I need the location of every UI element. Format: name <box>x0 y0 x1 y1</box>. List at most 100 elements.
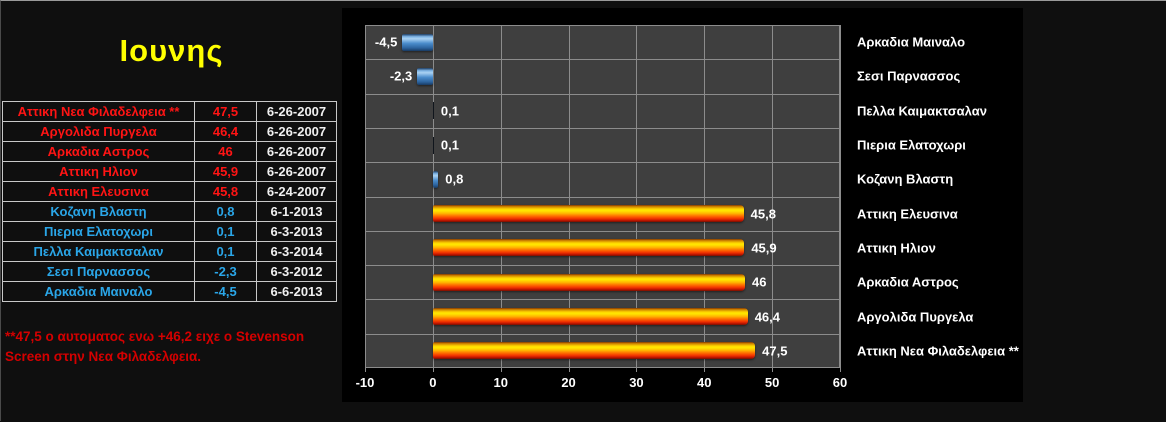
bar <box>417 67 433 85</box>
bar-value-label: 0,1 <box>440 137 459 153</box>
table-row: Πιερια Ελατοχωρι 0,1 6-3-2013 <box>2 221 337 242</box>
record-value-cell: 46 <box>194 141 257 162</box>
axis-tick <box>500 368 502 372</box>
gridline-horizontal <box>365 333 840 335</box>
station-name-cell: Αττικη Ηλιον <box>2 161 195 182</box>
bar-chart: -10 0 10 20 30 40 50 60 -4,5 Αρκαδια Μαιναλο -2,3 Σ… <box>342 8 1023 402</box>
footnote: **47,5 ο αυτοματος ενω +46,2 ειχε ο Stev… <box>5 327 338 367</box>
gridline-horizontal <box>365 265 840 267</box>
bar-value-label: 45,9 <box>751 240 777 256</box>
category-label: Αργολιδα Πυργελα <box>857 309 974 325</box>
category-label: Σεσι Παρνασσος <box>857 68 961 84</box>
record-date-cell: 6-24-2007 <box>256 181 337 202</box>
gridline-horizontal <box>365 196 840 198</box>
bar-value-label: 0,8 <box>445 171 464 187</box>
footnote-line-1: **47,5 ο αυτοματος ενω +46,2 ειχε ο Stev… <box>5 329 305 344</box>
records-panel: Ιουνης Αττικη Νεα Φιλαδελφεια ** 47,5 6-26… <box>1 1 342 422</box>
bar <box>432 308 748 326</box>
axis-tick <box>365 368 366 372</box>
bar-value-label: 46 <box>752 274 767 290</box>
axis-tick <box>636 368 638 372</box>
bar-value-label: 45,8 <box>750 206 776 222</box>
station-name-cell: Αττικη Ελευσινα <box>2 181 195 202</box>
station-name-cell: Αττικη Νεα Φιλαδελφεια ** <box>2 101 195 122</box>
gridline-horizontal <box>365 162 840 164</box>
record-date-cell: 6-3-2013 <box>256 221 337 242</box>
x-tick-label: 50 <box>764 375 780 390</box>
table-row: Αρκαδια Αστρος 46 6-26-2007 <box>2 141 337 162</box>
bar <box>432 170 439 188</box>
x-tick-label: 20 <box>561 375 576 390</box>
bar <box>432 273 745 291</box>
gridline-horizontal <box>365 299 840 301</box>
bar <box>432 342 756 360</box>
axis-tick <box>840 368 841 372</box>
record-value-cell: 45,9 <box>194 161 257 182</box>
record-date-cell: 6-26-2007 <box>256 141 337 162</box>
x-tick-label: 40 <box>697 375 712 390</box>
category-label: Πιερια Ελατοχωρι <box>857 137 966 153</box>
category-label: Αρκαδια Αστρος <box>857 274 959 290</box>
station-name-cell: Πελλα Καιμακτσαλαν <box>2 241 195 262</box>
x-tick-label: 60 <box>832 375 848 390</box>
x-tick-label: -10 <box>355 375 375 390</box>
record-value-cell: -4,5 <box>194 281 257 302</box>
station-name-cell: Αρκαδια Μαιναλο <box>2 281 195 302</box>
bar <box>432 136 435 154</box>
station-name-cell: Αργολιδα Πυργελα <box>2 121 195 142</box>
category-label: Αττικη Ελευσινα <box>857 206 958 222</box>
axis-tick <box>568 368 570 372</box>
bar-value-label: 47,5 <box>762 343 788 359</box>
record-date-cell: 6-3-2014 <box>256 241 337 262</box>
x-tick-label: 0 <box>429 375 437 390</box>
table-row: Κοζανη Βλαστη 0,8 6-1-2013 <box>2 201 337 222</box>
bar-value-label: -4,5 <box>374 34 398 50</box>
bar-value-label: -2,3 <box>389 68 413 84</box>
table-row: Αττικη Ηλιον 45,9 6-26-2007 <box>2 161 337 182</box>
category-label: Κοζανη Βλαστη <box>857 171 954 187</box>
record-date-cell: 6-6-2013 <box>256 281 337 302</box>
bar <box>432 205 744 223</box>
table-row: Αττικη Νεα Φιλαδελφεια ** 47,5 6-26-2007 <box>2 101 337 122</box>
table-row: Αργολιδα Πυργελα 46,4 6-26-2007 <box>2 121 337 142</box>
gridline-horizontal <box>365 127 840 129</box>
bar-value-label: 46,4 <box>754 309 781 325</box>
category-label: Αρκαδια Μαιναλο <box>857 34 966 50</box>
bar <box>432 102 435 120</box>
x-tick-label: 30 <box>629 375 644 390</box>
axis-tick <box>432 368 434 372</box>
record-value-cell: 45,8 <box>194 181 257 202</box>
category-label: Αττικη Ηλιον <box>857 240 936 256</box>
station-name-cell: Κοζανη Βλαστη <box>2 201 195 222</box>
gridline-horizontal <box>365 59 840 61</box>
record-date-cell: 6-26-2007 <box>256 101 337 122</box>
axis-tick <box>772 368 774 372</box>
category-label: Αττικη Νεα Φιλαδελφεια ** <box>857 343 1019 359</box>
table-row: Σεσι Παρνασσος -2,3 6-3-2012 <box>2 261 337 282</box>
record-value-cell: 0,8 <box>194 201 257 222</box>
record-date-cell: 6-3-2012 <box>256 261 337 282</box>
records-table: Αττικη Νεα Φιλαδελφεια ** 47,5 6-26-2007 Αρ… <box>2 101 337 302</box>
record-value-cell: 0,1 <box>194 241 257 262</box>
bar <box>432 239 745 257</box>
footnote-line-2: Screen στην Νεα Φιλαδελφεια. <box>5 349 202 364</box>
record-value-cell: 47,5 <box>194 101 257 122</box>
station-name-cell: Σεσι Παρνασσος <box>2 261 195 282</box>
records-table-body: Αττικη Νεα Φιλαδελφεια ** 47,5 6-26-2007 Αρ… <box>2 101 337 302</box>
record-value-cell: -2,3 <box>194 261 257 282</box>
station-name-cell: Πιερια Ελατοχωρι <box>2 221 195 242</box>
record-date-cell: 6-26-2007 <box>256 121 337 142</box>
bar <box>402 33 433 51</box>
record-date-cell: 6-1-2013 <box>256 201 337 222</box>
gridline-horizontal <box>365 230 840 232</box>
record-value-cell: 46,4 <box>194 121 257 142</box>
table-row: Αττικη Ελευσινα 45,8 6-24-2007 <box>2 181 337 202</box>
category-label: Πελλα Καιμακτσαλαν <box>857 103 987 119</box>
table-row: Αρκαδια Μαιναλο -4,5 6-6-2013 <box>2 281 337 302</box>
bar-value-label: 0,1 <box>440 103 459 119</box>
gridline-vertical <box>840 25 841 368</box>
x-tick-label: 10 <box>493 375 508 390</box>
record-date-cell: 6-26-2007 <box>256 161 337 182</box>
record-value-cell: 0,1 <box>194 221 257 242</box>
